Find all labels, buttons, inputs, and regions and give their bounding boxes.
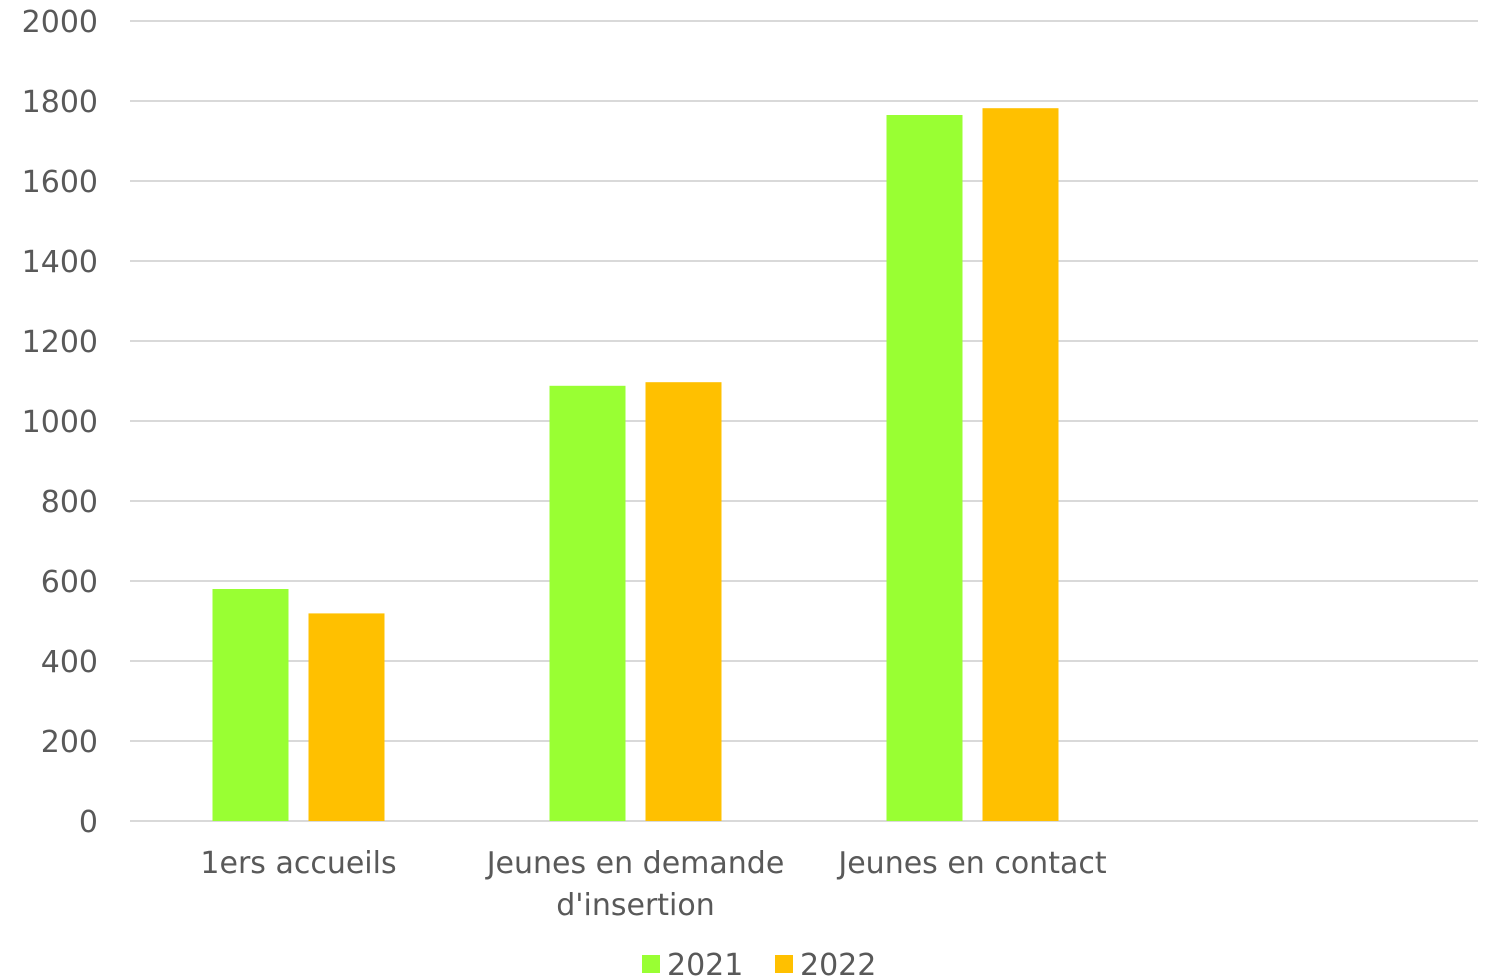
legend-label: 2021 (667, 948, 743, 980)
y-tick-label: 1400 (22, 245, 98, 280)
y-tick-label: 0 (79, 805, 98, 840)
y-tick-label: 1000 (22, 405, 98, 440)
y-tick-label: 600 (41, 565, 98, 600)
legend-label: 2022 (800, 948, 876, 980)
y-tick-label: 1200 (22, 325, 98, 360)
y-axis-ticks: 0 200 400 600 800 1000 1200 1400 1600 1800 2000 (22, 5, 98, 840)
x-category-label: Jeunes en contact (836, 846, 1106, 881)
bar-2022 (308, 613, 385, 821)
y-tick-label: 200 (41, 725, 98, 760)
y-tick-label: 2000 (22, 5, 98, 40)
legend-swatch-2021 (642, 955, 660, 973)
bar-2021 (212, 589, 289, 821)
x-axis-categories: 1ers accueils Jeunes en demande d'insertio… (200, 846, 1106, 923)
bar-2021 (549, 385, 626, 821)
legend: 2021 2022 (642, 948, 876, 980)
bars (212, 108, 1059, 821)
bar-2021 (886, 115, 963, 821)
x-category-label: Jeunes en demande (485, 846, 785, 881)
y-tick-label: 1600 (22, 165, 98, 200)
x-category-label: d'insertion (556, 888, 715, 923)
x-category-label: 1ers accueils (200, 846, 396, 881)
y-tick-label: 1800 (22, 85, 98, 120)
y-tick-label: 800 (41, 485, 98, 520)
bar-2022 (982, 108, 1059, 821)
y-tick-label: 400 (41, 645, 98, 680)
bar-2022 (645, 382, 722, 821)
legend-swatch-2022 (775, 955, 793, 973)
